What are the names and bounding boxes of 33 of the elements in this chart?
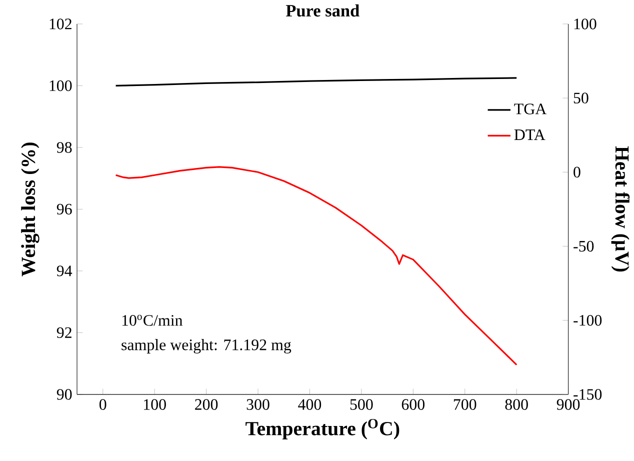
chart-title: Pure sand [286, 4, 360, 17]
y2-tick-label: 0 [574, 166, 580, 178]
y2-tick-label: -100 [574, 315, 602, 326]
annotation: sample weight: 71.192 mg [122, 339, 292, 354]
legend-label: TGA [514, 104, 547, 114]
x-tick-label: 0 [99, 399, 106, 410]
y2-tick-label: 100 [574, 18, 596, 30]
x-tick-label: 400 [298, 399, 322, 410]
x-tick-label: 300 [246, 399, 270, 410]
y-tick-label: 100 [50, 80, 72, 92]
y-tick-label: 102 [50, 18, 72, 30]
x-tick-label: 200 [195, 399, 218, 410]
line-series [115, 77, 518, 87]
y2-tick-label: -50 [574, 240, 594, 252]
y-tick-label: 90 [56, 389, 72, 400]
x-tick-label: 100 [144, 399, 166, 410]
y-tick-label: 92 [56, 327, 72, 338]
legend-label: DTA [514, 130, 546, 140]
annotation: 10$^{o}$C/min [122, 314, 183, 326]
y2-axis-title: Heat flow (µV) [611, 146, 630, 272]
y-tick-label: 96 [56, 204, 72, 215]
x-tick-label: 700 [454, 399, 476, 410]
y-tick-label: 98 [56, 142, 72, 153]
x-tick-label: 900 [556, 399, 580, 410]
x-axis-title: Temperature ($^{O}$C) [246, 419, 400, 440]
x-tick-label: 600 [402, 399, 424, 410]
y-axis-title: Weight loss (%) [21, 142, 40, 276]
y2-tick-label: 50 [574, 92, 588, 104]
y-tick-label: 94 [56, 266, 72, 276]
line-series [115, 166, 518, 366]
y2-tick-label: -150 [574, 389, 602, 400]
x-tick-label: 500 [350, 399, 373, 410]
x-tick-label: 800 [505, 399, 528, 410]
